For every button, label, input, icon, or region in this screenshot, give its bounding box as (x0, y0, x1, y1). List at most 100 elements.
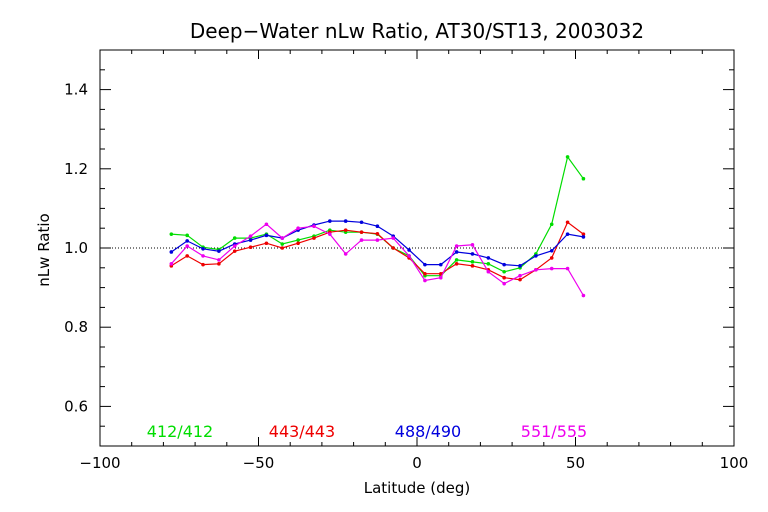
data-point (581, 176, 586, 181)
data-point (486, 269, 491, 274)
y-tick-label: 1.2 (64, 160, 88, 178)
data-point (518, 273, 522, 278)
data-point (312, 224, 316, 229)
data-point (328, 219, 332, 223)
data-point (343, 228, 348, 232)
data-point (549, 248, 554, 253)
data-point (343, 219, 348, 223)
data-point (201, 254, 205, 258)
data-point (534, 254, 538, 258)
x-tick-label: 0 (412, 454, 422, 472)
data-point (549, 266, 554, 271)
data-point (185, 233, 189, 238)
data-point (232, 236, 237, 240)
data-point (359, 238, 364, 242)
data-point (248, 234, 253, 238)
x-axis-label: Latitude (deg) (364, 479, 470, 497)
data-point (328, 232, 332, 236)
data-point (343, 252, 348, 256)
data-point (201, 246, 205, 251)
data-point (359, 220, 364, 225)
legend-entry: 488/490 (395, 422, 461, 441)
data-point (549, 256, 554, 260)
data-point (581, 232, 586, 236)
data-point (502, 269, 506, 274)
data-point (375, 224, 380, 229)
data-point (375, 238, 380, 242)
data-point (470, 243, 475, 247)
data-point (454, 250, 459, 254)
data-point (169, 250, 174, 254)
data-point (201, 262, 205, 267)
axis-tick-labels: −100 −50 0 50 100 0.6 0.8 1.0 1.2 1.4 (64, 81, 748, 472)
data-point (391, 236, 396, 240)
data-point (470, 264, 475, 268)
x-tick-label: −50 (243, 454, 275, 472)
data-point (486, 262, 491, 266)
data-point (438, 275, 443, 280)
data-point (264, 222, 269, 227)
data-point (470, 252, 475, 256)
series-line (171, 155, 584, 277)
data-point (565, 220, 570, 225)
data-point (407, 248, 411, 252)
data-point (296, 238, 300, 242)
series-488-490 (169, 219, 586, 268)
data-point (280, 246, 285, 250)
data-point (296, 226, 300, 230)
x-tick-label: −100 (79, 454, 120, 472)
data-point (423, 271, 427, 276)
data-point (454, 262, 459, 266)
data-point (423, 278, 427, 283)
data-point (423, 262, 427, 267)
data-point (565, 232, 570, 236)
legend-entry: 443/443 (269, 422, 335, 441)
plot-frame (99, 49, 735, 447)
data-point (232, 244, 237, 248)
x-tick-label: 50 (566, 454, 585, 472)
y-tick-label: 0.6 (64, 397, 88, 415)
y-tick-label: 1.0 (64, 239, 88, 257)
y-tick-label: 1.4 (64, 81, 88, 99)
data-point (565, 155, 570, 159)
data-point (565, 266, 570, 271)
series-layer (169, 155, 586, 298)
data-point (470, 260, 475, 264)
series-551-555 (169, 222, 586, 298)
legend-entry: 412/412 (147, 422, 213, 441)
data-point (454, 244, 459, 248)
data-point (264, 241, 269, 246)
data-point (169, 262, 174, 266)
data-point (581, 235, 586, 239)
data-point (549, 222, 554, 227)
data-point (217, 249, 221, 253)
data-point (518, 277, 522, 282)
data-point (185, 244, 189, 248)
data-point (391, 246, 396, 250)
data-point (248, 245, 253, 250)
data-point (248, 238, 253, 242)
axis-ticks (99, 49, 735, 447)
data-point (502, 275, 506, 280)
data-point (359, 230, 364, 234)
data-point (502, 281, 506, 286)
data-point (502, 262, 506, 267)
data-point (438, 262, 443, 267)
data-point (486, 256, 491, 260)
series-412-412 (169, 155, 586, 278)
data-point (185, 254, 189, 258)
legend: 412/412 443/443 488/490 551/555 (147, 422, 587, 441)
data-point (217, 258, 221, 262)
data-point (312, 236, 316, 240)
data-point (407, 254, 411, 258)
data-point (169, 232, 174, 236)
data-point (280, 236, 285, 240)
data-point (264, 233, 269, 238)
data-point (581, 293, 586, 298)
y-axis-label: nLw Ratio (35, 213, 53, 286)
legend-entry: 551/555 (521, 422, 587, 441)
data-point (232, 249, 237, 253)
data-point (185, 239, 189, 243)
chart-title: Deep−Water nLw Ratio, AT30/ST13, 2003032 (190, 19, 644, 43)
